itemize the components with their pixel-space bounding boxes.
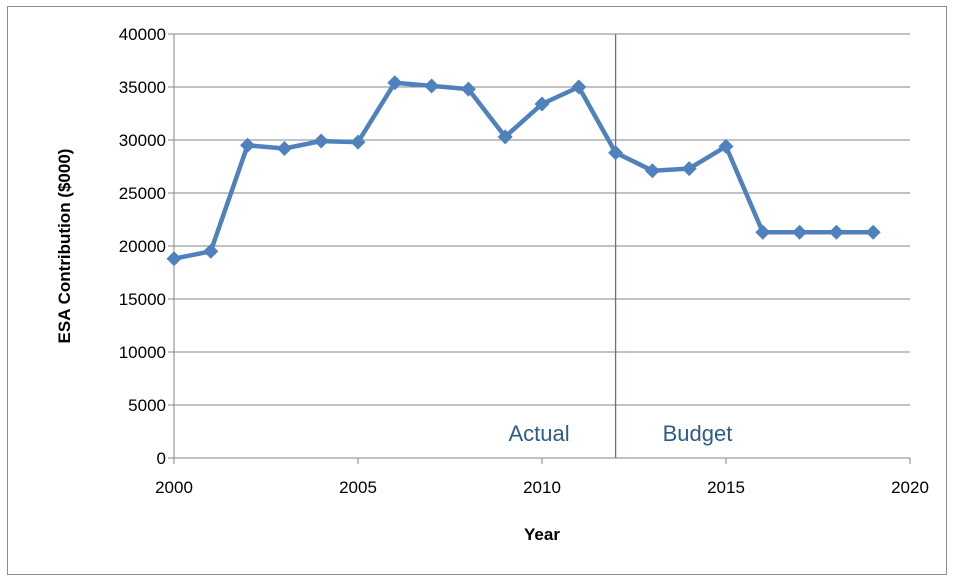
y-axis-title: ESA Contribution ($000) (55, 149, 74, 344)
y-tick-label: 5000 (128, 396, 166, 415)
data-point-marker (681, 161, 697, 177)
gridlines (174, 33, 910, 406)
x-axis-title: Year (524, 525, 560, 544)
data-point-marker (534, 96, 550, 112)
data-point-marker (387, 75, 403, 91)
data-point-marker (608, 145, 624, 161)
x-tick-label: 2015 (707, 478, 745, 497)
data-point-marker (755, 224, 771, 240)
y-tick-label: 40000 (119, 25, 166, 44)
y-tick-label: 35000 (119, 78, 166, 97)
data-point-marker (313, 133, 329, 149)
y-tick-label: 0 (157, 449, 166, 468)
annotation-actual: Actual (508, 421, 569, 446)
data-point-marker (644, 163, 660, 179)
data-point-marker (792, 224, 808, 240)
axes (168, 33, 911, 464)
y-tick-label: 30000 (119, 131, 166, 150)
x-tick-label: 2020 (891, 478, 929, 497)
y-tick-label: 20000 (119, 237, 166, 256)
data-point-marker (350, 134, 366, 150)
y-tick-label: 15000 (119, 290, 166, 309)
data-point-marker (571, 79, 587, 95)
data-point-marker (203, 243, 219, 259)
x-tick-label: 2005 (339, 478, 377, 497)
data-point-marker (865, 224, 881, 240)
data-point-marker (240, 137, 256, 153)
x-tick-label: 2010 (523, 478, 561, 497)
series-esa-contribution (166, 75, 881, 267)
annotation-budget: Budget (663, 421, 733, 446)
data-point-marker (718, 138, 734, 154)
y-tick-label: 10000 (119, 343, 166, 362)
data-point-marker (166, 251, 182, 267)
data-point-marker (460, 81, 476, 97)
data-point-marker (497, 129, 513, 145)
data-point-marker (424, 78, 440, 94)
data-point-marker (276, 140, 292, 156)
y-tick-label: 25000 (119, 184, 166, 203)
data-point-marker (828, 224, 844, 240)
x-tick-label: 2000 (155, 478, 193, 497)
tick-labels: 0 5000 10000 15000 20000 25000 30000 35000 40000… (119, 25, 929, 497)
